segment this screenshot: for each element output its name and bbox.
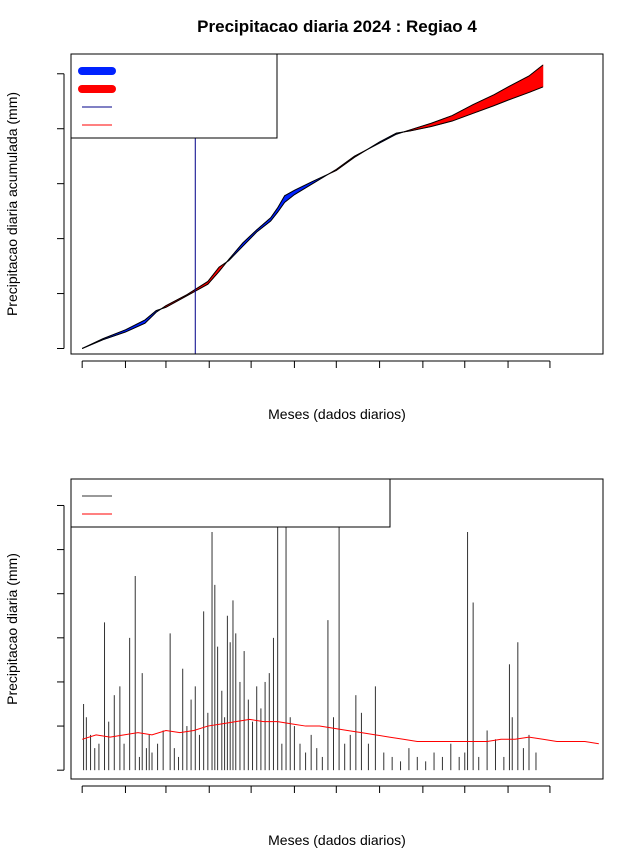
chart-panel-accumulated: Precipitacao diaria acumulada (mm) Meses…	[4, 53, 604, 422]
y-axis-label: Precipitacao diaria (mm)	[4, 553, 20, 705]
chart-plot-area	[82, 487, 599, 771]
climatology-cumulative-line	[81, 64, 544, 349]
chart-legend	[70, 478, 391, 528]
figure-title: Precipitacao diaria 2024 : Regiao 4	[197, 17, 477, 36]
negative-anomaly-segment	[541, 64, 544, 88]
chart-frame	[70, 53, 604, 355]
legend-box	[70, 478, 391, 528]
chart-panel-daily: Precipitacao diaria (mm) Meses (dados di…	[4, 478, 604, 848]
chart-legend	[70, 53, 278, 139]
x-axis-label: Meses (dados diarios)	[268, 832, 406, 848]
observed-cumulative-line	[81, 86, 544, 349]
y-axis-label: Precipitacao diaria acumulada (mm)	[4, 92, 20, 316]
chart-axes	[57, 73, 551, 368]
chart-axes	[57, 504, 551, 793]
climatology-daily-line	[82, 718, 599, 745]
x-axis-label: Meses (dados diarios)	[268, 406, 406, 422]
chart-plot-area	[81, 54, 544, 354]
